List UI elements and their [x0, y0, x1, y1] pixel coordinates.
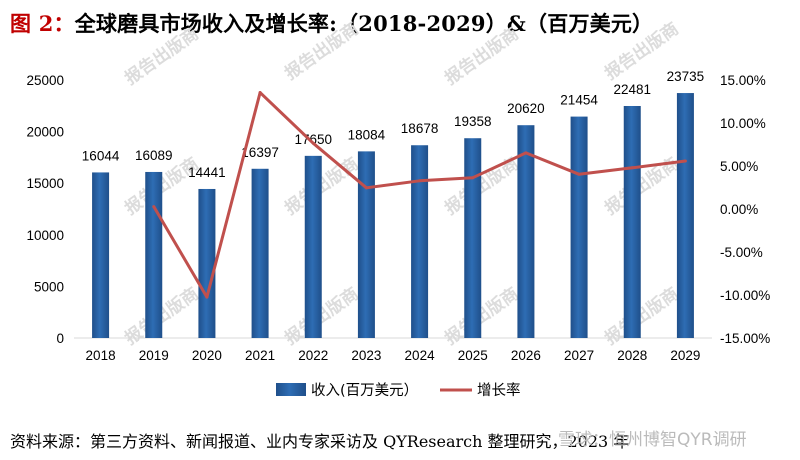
- y-right-tick-label: 0.00%: [720, 202, 758, 217]
- x-tick-label: 2020: [192, 348, 222, 363]
- x-tick-label: 2028: [617, 348, 647, 363]
- bar-value-label: 18678: [401, 121, 439, 136]
- y-right-tick-label: 5.00%: [720, 159, 758, 174]
- bar-value-label: 20620: [507, 101, 545, 116]
- legend-bar-label: 收入(百万美元）: [311, 382, 418, 399]
- watermark-text: 报告出版商: [281, 18, 363, 84]
- growth-rate-point: [205, 295, 209, 299]
- figure-title: 图 2：全球磨具市场收入及增长率:（2018-2029）&（百万美元）: [10, 8, 653, 38]
- y-left-tick-label: 0: [56, 331, 64, 346]
- brand-watermark: 雪球：恒州博智QYR调研: [558, 430, 747, 450]
- growth-rate-point: [683, 159, 687, 163]
- y-left-tick-label: 20000: [26, 125, 64, 140]
- growth-rate-point: [577, 172, 581, 176]
- legend-line-label: 增长率: [477, 382, 521, 399]
- growth-rate-point: [364, 186, 368, 190]
- x-tick-label: 2023: [351, 348, 381, 363]
- growth-rate-point: [418, 179, 422, 183]
- x-tick-label: 2026: [511, 348, 541, 363]
- bar-value-label: 21454: [560, 93, 598, 108]
- y-left-tick-label: 10000: [26, 228, 64, 243]
- x-tick-label: 2027: [564, 348, 594, 363]
- x-tick-label: 2021: [245, 348, 275, 363]
- bar: [357, 151, 375, 338]
- growth-rate-point: [152, 205, 156, 209]
- watermark-text: 报告出版商: [441, 283, 523, 349]
- watermark-text: 报告出版商: [121, 23, 203, 89]
- bar-value-label: 19358: [454, 114, 492, 129]
- bar-value-label: 18084: [348, 127, 386, 142]
- bar: [623, 105, 641, 338]
- watermark-text: 报告出版商: [601, 283, 683, 349]
- bar: [198, 188, 216, 338]
- bar: [570, 116, 588, 338]
- bar: [251, 168, 269, 338]
- bar-value-label: 16397: [241, 145, 279, 160]
- figure-title-text: 全球磨具市场收入及增长率:（2018-2029）&（百万美元）: [74, 11, 654, 36]
- bar: [411, 145, 429, 338]
- bar-value-label: 16089: [135, 148, 173, 163]
- bar-value-label: 23735: [667, 69, 705, 84]
- watermark-text: 报告出版商: [441, 23, 523, 89]
- watermark-text: 报告出版商: [441, 153, 523, 219]
- y-right-tick-label: 15.00%: [720, 73, 766, 88]
- growth-rate-point: [471, 176, 475, 180]
- y-right-tick-label: -15.00%: [720, 331, 770, 346]
- growth-rate-point: [630, 166, 634, 170]
- figure-number: 图 2：: [10, 11, 75, 36]
- bar: [304, 155, 322, 338]
- growth-rate-point: [311, 141, 315, 145]
- bar: [464, 138, 482, 338]
- y-right-tick-label: -10.00%: [720, 288, 770, 303]
- bar-value-label: 22481: [613, 82, 651, 97]
- growth-rate-point: [258, 91, 262, 95]
- bar: [517, 125, 535, 338]
- x-tick-label: 2025: [458, 348, 488, 363]
- x-tick-label: 2024: [405, 348, 436, 363]
- y-left-tick-label: 25000: [26, 73, 64, 88]
- bar: [145, 171, 163, 338]
- y-right-tick-label: -5.00%: [720, 245, 763, 260]
- x-tick-label: 2022: [298, 348, 328, 363]
- x-tick-label: 2019: [139, 348, 169, 363]
- y-left-tick-label: 15000: [26, 176, 64, 191]
- y-left-tick-label: 5000: [34, 279, 64, 294]
- bar: [676, 93, 694, 338]
- bar-value-label: 14441: [188, 165, 226, 180]
- legend-bar-swatch: [276, 383, 306, 396]
- x-tick-label: 2029: [670, 348, 700, 363]
- bar-value-label: 16044: [82, 148, 120, 163]
- x-tick-label: 2018: [86, 348, 116, 363]
- bar: [92, 172, 110, 338]
- growth-rate-point: [524, 151, 528, 155]
- y-right-tick-label: 10.00%: [720, 116, 766, 131]
- source-note: 资料来源：第三方资料、新闻报道、业内专家采访及 QYResearch 整理研究，…: [10, 432, 630, 451]
